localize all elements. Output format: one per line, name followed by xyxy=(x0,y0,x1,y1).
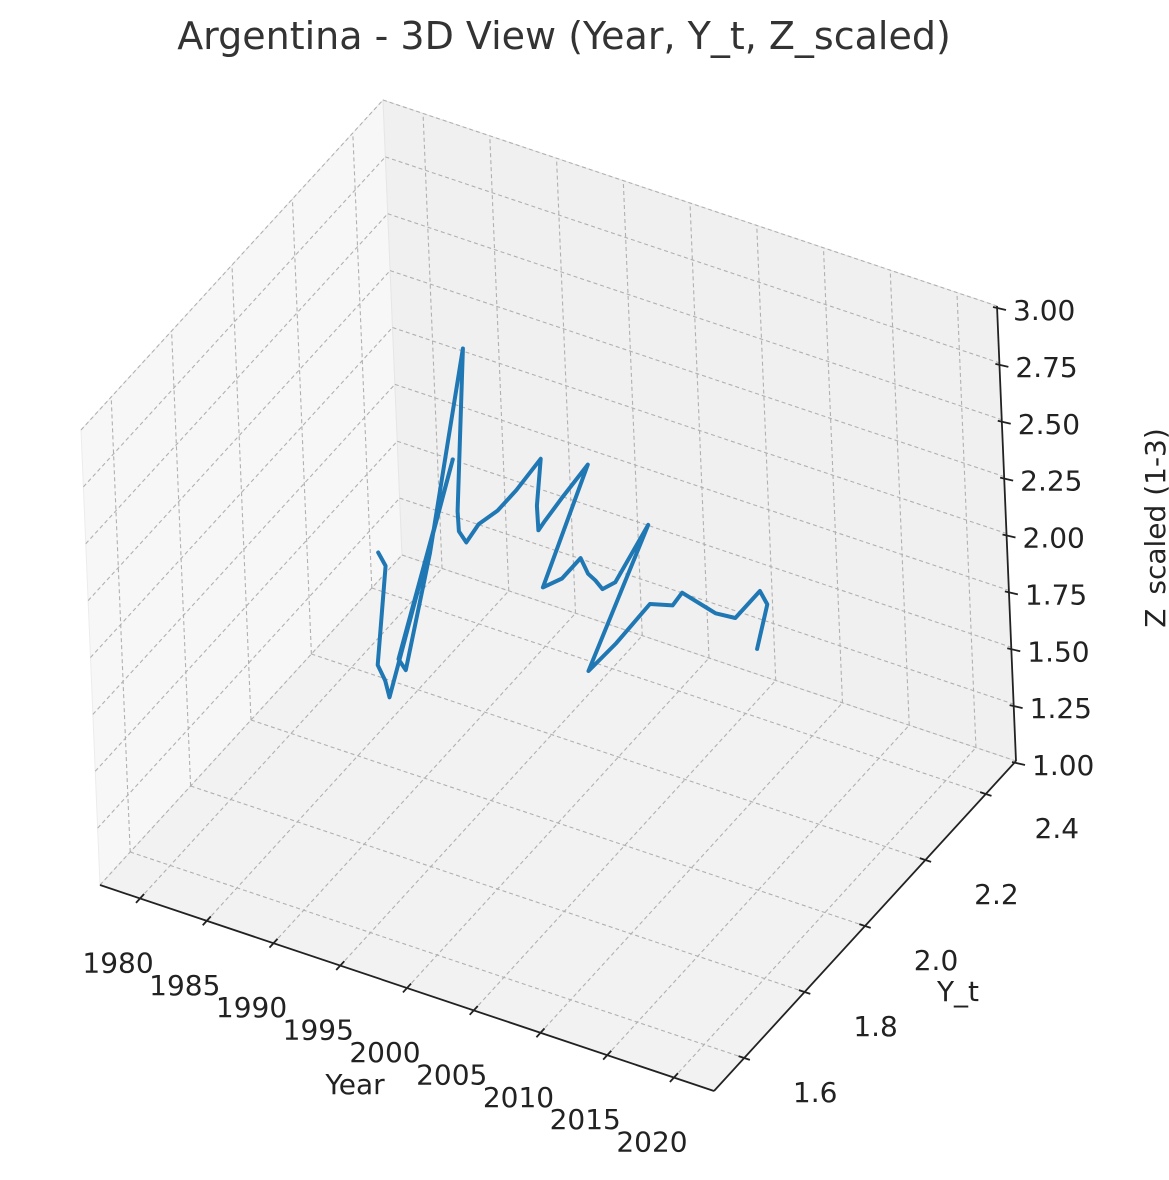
grid-line-yt xyxy=(130,851,745,1059)
x-tick xyxy=(669,1072,679,1083)
z-axis-line xyxy=(996,305,1017,762)
z-tick xyxy=(995,362,1009,368)
grid-line-year xyxy=(606,724,910,1056)
z-tick-label: 1.00 xyxy=(1032,749,1094,782)
grid-line-year xyxy=(273,612,576,944)
z-tick-label: 3.00 xyxy=(1013,294,1075,327)
grid-line-z xyxy=(90,327,393,658)
z-tick-label: 1.25 xyxy=(1030,692,1092,725)
x-tick xyxy=(268,938,279,949)
x-tick xyxy=(402,982,412,994)
z-tick-label: 1.50 xyxy=(1027,635,1089,668)
y-tick xyxy=(859,923,871,929)
grid-line-yt xyxy=(311,653,926,861)
x-tick xyxy=(202,915,212,926)
y-tick-label: 2.2 xyxy=(974,878,1019,911)
grid-line-yt xyxy=(371,587,986,795)
grid-line-year xyxy=(339,635,643,966)
grid-line-z xyxy=(394,383,1010,591)
x-tick xyxy=(335,960,345,971)
z-tick xyxy=(999,476,1014,482)
y-tick xyxy=(798,989,811,995)
grid-line-year xyxy=(406,657,710,989)
grid-line-yt xyxy=(231,264,252,721)
y-tick xyxy=(919,857,932,863)
grid-line-z xyxy=(401,554,1017,762)
y-tick-label: 1.6 xyxy=(793,1076,838,1109)
x-axis-label: Year xyxy=(324,1068,385,1101)
z-tick-label: 2.00 xyxy=(1023,522,1085,555)
grid-line-year xyxy=(473,680,777,1011)
y-axis-label: Y_t xyxy=(936,975,979,1008)
grid-line-z xyxy=(385,156,1000,364)
z-tick xyxy=(1002,533,1016,539)
x-tick-label: 1980 xyxy=(82,946,153,979)
grid-line-z xyxy=(97,497,401,829)
chart-title: Argentina - 3D View (Year, Y_t, Z_scaled… xyxy=(177,14,951,58)
y-tick-label: 2.0 xyxy=(914,944,959,977)
z-tick-label: 2.75 xyxy=(1015,351,1077,384)
grid-line-yt xyxy=(291,198,312,655)
y-tick xyxy=(738,1055,751,1061)
grid-line-year xyxy=(139,568,443,899)
x-tick xyxy=(602,1050,612,1061)
z-tick xyxy=(997,419,1011,425)
x-tick-label: 1985 xyxy=(149,969,220,1002)
grid-line-z xyxy=(399,497,1014,705)
x-tick-label: 2005 xyxy=(416,1058,487,1091)
grid-line-z xyxy=(382,99,998,307)
grid-line-year xyxy=(540,702,843,1034)
z-tick-label: 2.25 xyxy=(1020,465,1082,498)
grid-line-z xyxy=(85,213,389,545)
z-tick-label: 1.75 xyxy=(1025,578,1087,611)
x-tick xyxy=(535,1027,546,1038)
grid-line-year xyxy=(673,747,977,1078)
grid-line-z xyxy=(82,156,386,488)
z-tick xyxy=(992,306,1007,311)
z-tick xyxy=(1011,761,1026,766)
x-tick-label: 2020 xyxy=(616,1126,687,1159)
z-tick xyxy=(1007,647,1021,653)
y-tick-label: 2.4 xyxy=(1035,812,1080,845)
x-tick-label: 2000 xyxy=(349,1036,420,1069)
grid-line-year xyxy=(206,590,510,922)
grid-line-z xyxy=(387,213,1002,421)
y-tick xyxy=(979,791,992,797)
x-tick-label: 2015 xyxy=(550,1103,621,1136)
grid-line-z xyxy=(392,326,1007,535)
x-tick-label: 1995 xyxy=(283,1014,354,1047)
z-tick xyxy=(1009,704,1023,710)
grid-line-z xyxy=(397,440,1012,648)
x-tick-label: 1990 xyxy=(216,991,287,1024)
grid-line-yt xyxy=(250,719,866,927)
z-axis-label: Z_scaled (1-3) xyxy=(1139,428,1169,628)
y-tick-label: 1.8 xyxy=(853,1010,898,1043)
x-tick xyxy=(135,893,145,904)
grid-line-z xyxy=(80,99,384,431)
z-tick xyxy=(1004,590,1019,596)
x-tick xyxy=(469,1005,479,1016)
grid-line-z xyxy=(99,554,403,886)
grid-line-z xyxy=(92,384,396,715)
grid-line-z xyxy=(94,440,398,772)
grid-line-z xyxy=(87,270,391,601)
grid-line-z xyxy=(389,270,1005,478)
grid-line-yt xyxy=(190,785,805,993)
z-tick-label: 2.50 xyxy=(1018,408,1080,441)
x-tick-label: 2010 xyxy=(483,1081,554,1114)
